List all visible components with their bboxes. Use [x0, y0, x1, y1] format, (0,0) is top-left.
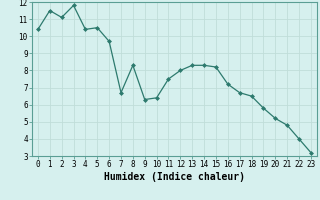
X-axis label: Humidex (Indice chaleur): Humidex (Indice chaleur): [104, 172, 245, 182]
